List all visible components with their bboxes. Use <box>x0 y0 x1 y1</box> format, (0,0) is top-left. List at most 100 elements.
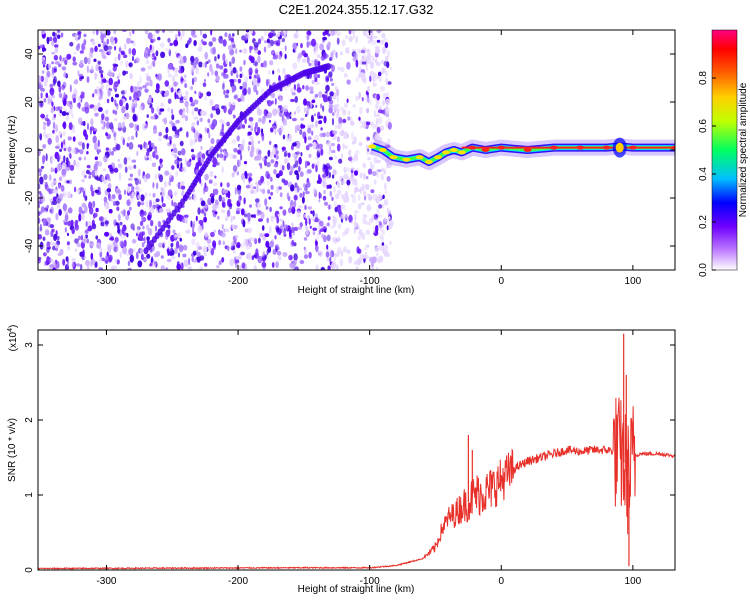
spectrogram-x-ticks: -300 -200 -100 0 100 <box>96 30 642 287</box>
heatmap-cell <box>275 261 279 269</box>
heatmap-cell <box>142 171 145 176</box>
heatmap-cell <box>383 169 386 175</box>
heatmap-cell <box>281 165 285 171</box>
heatmap-cell <box>347 116 351 121</box>
heatmap-cell <box>183 214 188 218</box>
heatmap-cell <box>339 51 343 56</box>
heatmap-cell <box>198 151 203 159</box>
heatmap-cell <box>240 208 245 216</box>
heatmap-cell <box>50 94 56 99</box>
heatmap-cell <box>46 114 49 118</box>
heatmap-cell <box>154 225 158 232</box>
heatmap-cell <box>350 167 355 171</box>
heatmap-cell <box>38 258 41 264</box>
heatmap-cell <box>227 190 231 199</box>
heatmap-cell <box>162 30 165 33</box>
heatmap-cell <box>367 193 371 197</box>
heatmap-cell <box>314 134 319 141</box>
heatmap-cell <box>129 173 134 178</box>
heatmap-cell <box>255 90 259 95</box>
heatmap-cell <box>350 120 355 126</box>
heatmap-cell <box>225 193 228 198</box>
heatmap-cell <box>197 246 202 250</box>
heatmap-cell <box>299 259 305 265</box>
heatmap-cell <box>151 162 156 168</box>
heatmap-cell <box>294 125 298 134</box>
heatmap-cell <box>293 111 296 115</box>
heatmap-cell <box>264 30 267 36</box>
heatmap-cell <box>199 117 203 123</box>
heatmap-cell <box>258 117 262 123</box>
heatmap-cell <box>326 184 330 189</box>
tone-hotspot <box>402 157 411 162</box>
heatmap-cell <box>85 259 90 267</box>
heatmap-cell <box>113 63 119 68</box>
heatmap-cell <box>297 226 303 230</box>
heatmap-cell <box>53 32 58 37</box>
heatmap-cell <box>326 244 329 250</box>
heatmap-cell <box>385 55 389 62</box>
heatmap-cell <box>147 65 153 70</box>
heatmap-cell <box>269 241 274 248</box>
heatmap-cell <box>280 30 284 37</box>
heatmap-cell <box>176 94 179 99</box>
heatmap-cell <box>381 242 385 246</box>
heatmap-cell <box>100 32 105 41</box>
heatmap-cell <box>267 44 272 48</box>
heatmap-cell <box>131 239 137 244</box>
heatmap-cell <box>376 207 380 216</box>
heatmap-chirp-cell <box>325 63 331 70</box>
heatmap-cell <box>278 111 282 118</box>
heatmap-cell <box>38 168 43 173</box>
heatmap-cell <box>229 78 235 83</box>
heatmap-cell <box>231 224 235 230</box>
heatmap-cell <box>152 60 156 68</box>
heatmap-cell <box>204 79 206 82</box>
heatmap-cell <box>55 106 61 112</box>
heatmap-cell <box>343 131 347 136</box>
heatmap-cell <box>51 61 54 65</box>
heatmap-cell <box>312 187 317 194</box>
heatmap-cell <box>184 218 188 223</box>
heatmap-cell <box>193 40 197 47</box>
heatmap-cell <box>121 227 125 235</box>
heatmap-cell <box>133 164 137 169</box>
heatmap-cell <box>141 214 144 223</box>
heatmap-cell <box>235 256 241 260</box>
heatmap-cell <box>378 244 384 251</box>
heatmap-cell <box>114 56 117 63</box>
heatmap-cell <box>58 85 62 93</box>
heatmap-cell <box>257 55 261 64</box>
heatmap-cell <box>277 255 282 261</box>
heatmap-cell <box>256 78 261 84</box>
heatmap-cell <box>348 30 352 35</box>
heatmap-cell <box>70 219 74 227</box>
heatmap-cell <box>194 90 197 95</box>
heatmap-cell <box>207 118 211 124</box>
heatmap-cell <box>355 266 359 270</box>
heatmap-cell <box>53 261 56 268</box>
heatmap-cell <box>381 46 387 55</box>
heatmap-cell <box>377 256 382 263</box>
heatmap-cell <box>312 210 315 217</box>
heatmap-cell <box>175 119 180 124</box>
heatmap-cell <box>264 158 267 167</box>
heatmap-cell <box>279 224 284 230</box>
heatmap-cell <box>266 79 269 87</box>
heatmap-cell <box>236 171 240 176</box>
heatmap-cell <box>106 30 111 36</box>
heatmap-cell <box>146 151 150 157</box>
heatmap-cell <box>98 95 101 100</box>
heatmap-cell <box>249 75 252 80</box>
heatmap-cell <box>40 92 43 99</box>
heatmap-cell <box>226 209 231 217</box>
heatmap-cell <box>257 202 261 208</box>
tone-burst-core <box>615 142 624 153</box>
heatmap-cell <box>66 241 70 246</box>
heatmap-cell <box>156 107 161 112</box>
heatmap-cell <box>98 107 103 112</box>
heatmap-cell <box>310 59 315 67</box>
heatmap-cell <box>165 267 169 270</box>
heatmap-cell <box>93 58 97 62</box>
heatmap-cell <box>81 43 85 51</box>
